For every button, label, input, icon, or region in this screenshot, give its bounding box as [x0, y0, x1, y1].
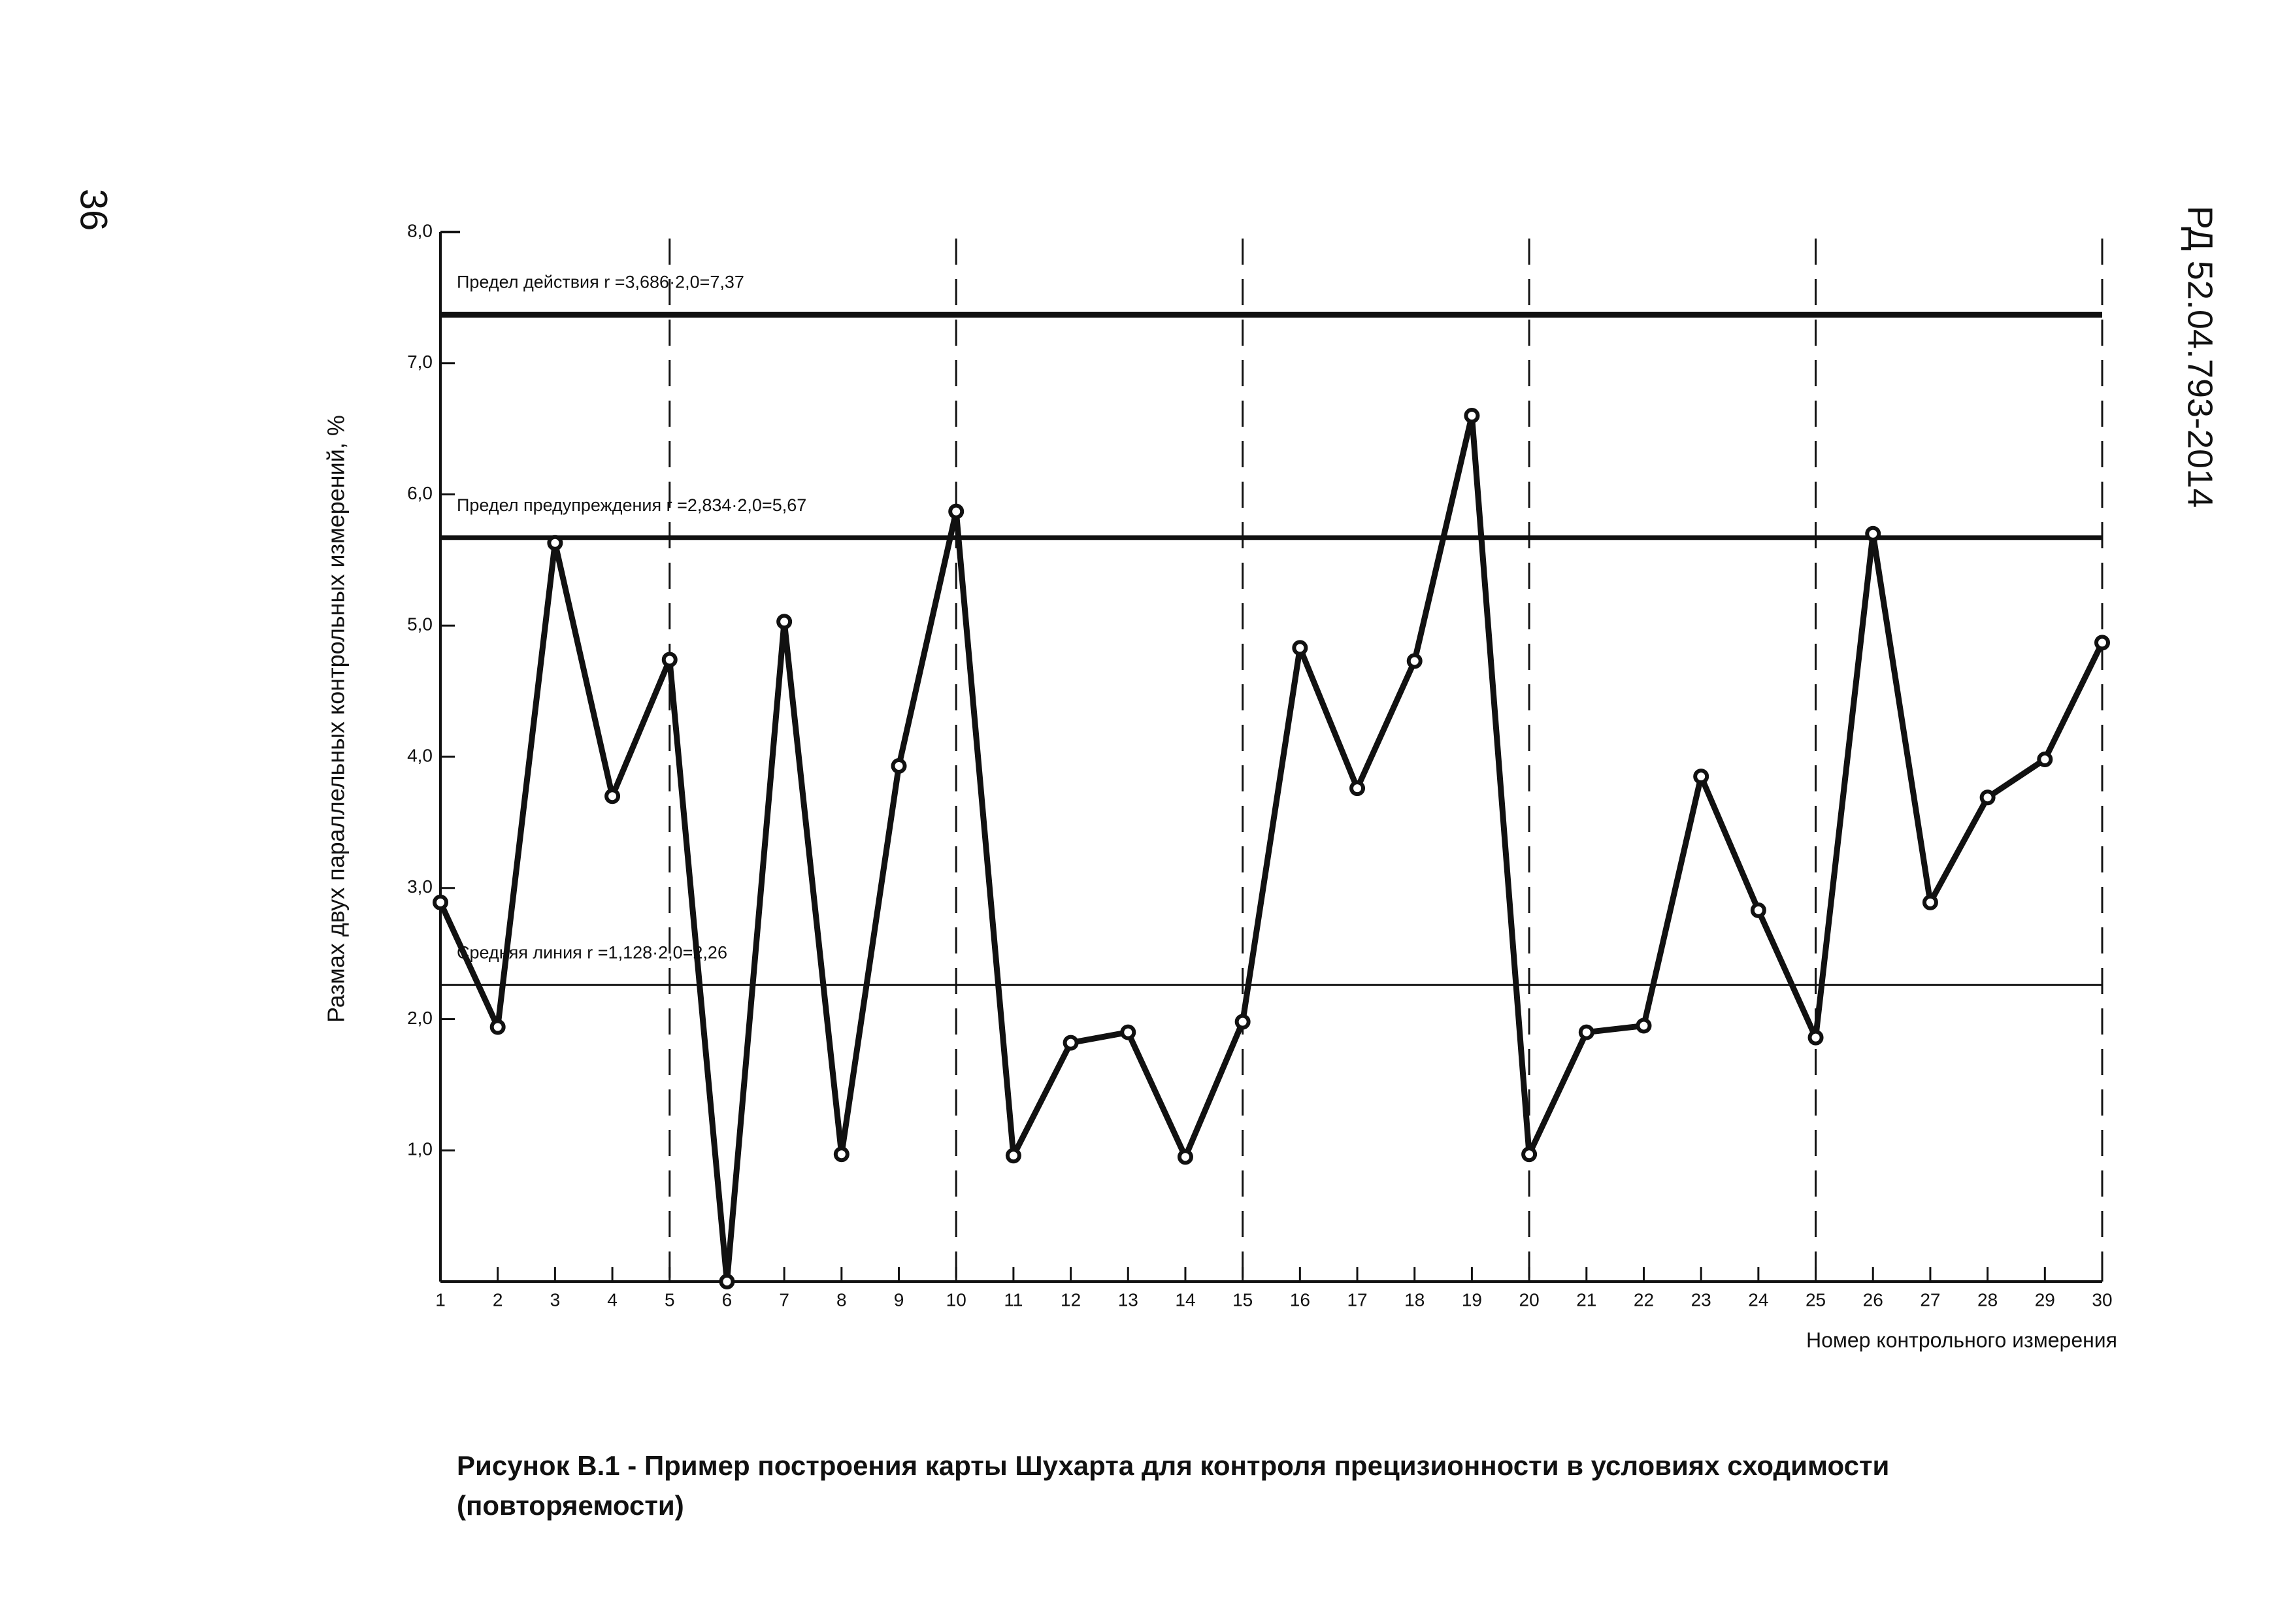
x-tick-label: 14 [1175, 1289, 1195, 1310]
x-tick-label: 7 [779, 1289, 789, 1310]
x-tick-label: 3 [550, 1289, 561, 1310]
x-tick-label: 23 [1691, 1289, 1711, 1310]
data-point [2037, 752, 2053, 768]
x-tick-label: 15 [1232, 1289, 1253, 1310]
y-tick-label: 2,0 [407, 1008, 433, 1028]
data-point [1578, 1024, 1594, 1040]
caption: (повторяемости) [457, 1490, 684, 1521]
y-tick-label: 6,0 [407, 483, 433, 503]
x-tick-label: 30 [2092, 1289, 2112, 1310]
limit-label: Средняя линия r =1,128·2,0=2,26 [457, 942, 727, 962]
y-axis-title: Размах двух параллельных контрольных изм… [323, 415, 350, 1023]
x-tick-label: 18 [1404, 1289, 1425, 1310]
y-tick-label: 8,0 [407, 220, 433, 240]
x-tick-label: 11 [1004, 1289, 1023, 1310]
y-tick-label: 7,0 [407, 352, 433, 372]
x-tick-label: 12 [1061, 1289, 1081, 1310]
data-point [1750, 902, 1766, 918]
data-point [1865, 525, 1881, 542]
data-point [1464, 408, 1480, 424]
data-point [1807, 1029, 1824, 1046]
x-tick-label: 16 [1290, 1289, 1310, 1310]
x-tick-label: 21 [1576, 1289, 1596, 1310]
data-point [433, 894, 448, 910]
y-tick-label: 3,0 [407, 876, 433, 897]
x-tick-label: 10 [946, 1289, 966, 1310]
x-tick-label: 9 [894, 1289, 904, 1310]
data-point [1521, 1146, 1538, 1163]
x-tick-label: 28 [1977, 1289, 1998, 1310]
x-tick-label: 19 [1462, 1289, 1482, 1310]
data-point [776, 614, 793, 630]
data-point [489, 1019, 506, 1035]
data-point [719, 1274, 735, 1289]
x-tick-label: 4 [607, 1289, 618, 1310]
x-tick-label: 1 [435, 1289, 446, 1310]
data-point [891, 758, 907, 774]
limit-label: Предел предупреждения r =2,834·2,0=5,67 [457, 495, 806, 515]
limit-label: Предел действия r =3,686·2,0=7,37 [457, 273, 744, 292]
data-point [1349, 780, 1366, 797]
x-tick-label: 2 [493, 1289, 503, 1310]
x-tick-label: 5 [665, 1289, 675, 1310]
data-point [1005, 1148, 1021, 1164]
x-tick-label: 20 [1519, 1289, 1540, 1310]
data-point [604, 788, 621, 804]
data-point [1177, 1149, 1193, 1165]
data-point [833, 1146, 850, 1163]
x-tick-label: 24 [1748, 1289, 1768, 1310]
x-tick-label: 8 [836, 1289, 847, 1310]
x-tick-label: 17 [1347, 1289, 1367, 1310]
data-point [1636, 1018, 1652, 1034]
y-tick-label: 5,0 [407, 614, 433, 635]
x-tick-label: 26 [1863, 1289, 1883, 1310]
data-point [661, 652, 678, 668]
data-point [1234, 1014, 1251, 1030]
data-point [1406, 653, 1423, 669]
caption: Рисунок В.1 - Пример построения карты Шу… [457, 1450, 1889, 1481]
x-tick-label: 22 [1634, 1289, 1654, 1310]
document-code: РД 52.04.793-2014 [2181, 206, 2220, 508]
x-tick-label: 13 [1118, 1289, 1138, 1310]
data-point [1063, 1035, 1079, 1051]
y-tick-label: 1,0 [407, 1139, 433, 1159]
x-tick-label: 6 [722, 1289, 733, 1310]
data-line [437, 412, 2105, 1285]
data-point [1922, 894, 1938, 910]
x-tick-label: 25 [1806, 1289, 1826, 1310]
y-tick-label: 4,0 [407, 745, 433, 765]
x-tick-label: 29 [2035, 1289, 2055, 1310]
data-point [1292, 640, 1308, 656]
data-point [2094, 635, 2110, 651]
data-point [948, 503, 965, 520]
x-tick-label: 27 [1920, 1289, 1940, 1310]
x-axis-title: Номер контрольного измерения [1806, 1328, 2117, 1351]
data-point [547, 535, 563, 551]
page-number: 36 [73, 189, 115, 231]
data-point [1693, 769, 1709, 785]
data-point [1120, 1024, 1136, 1040]
data-point [1979, 789, 1996, 806]
